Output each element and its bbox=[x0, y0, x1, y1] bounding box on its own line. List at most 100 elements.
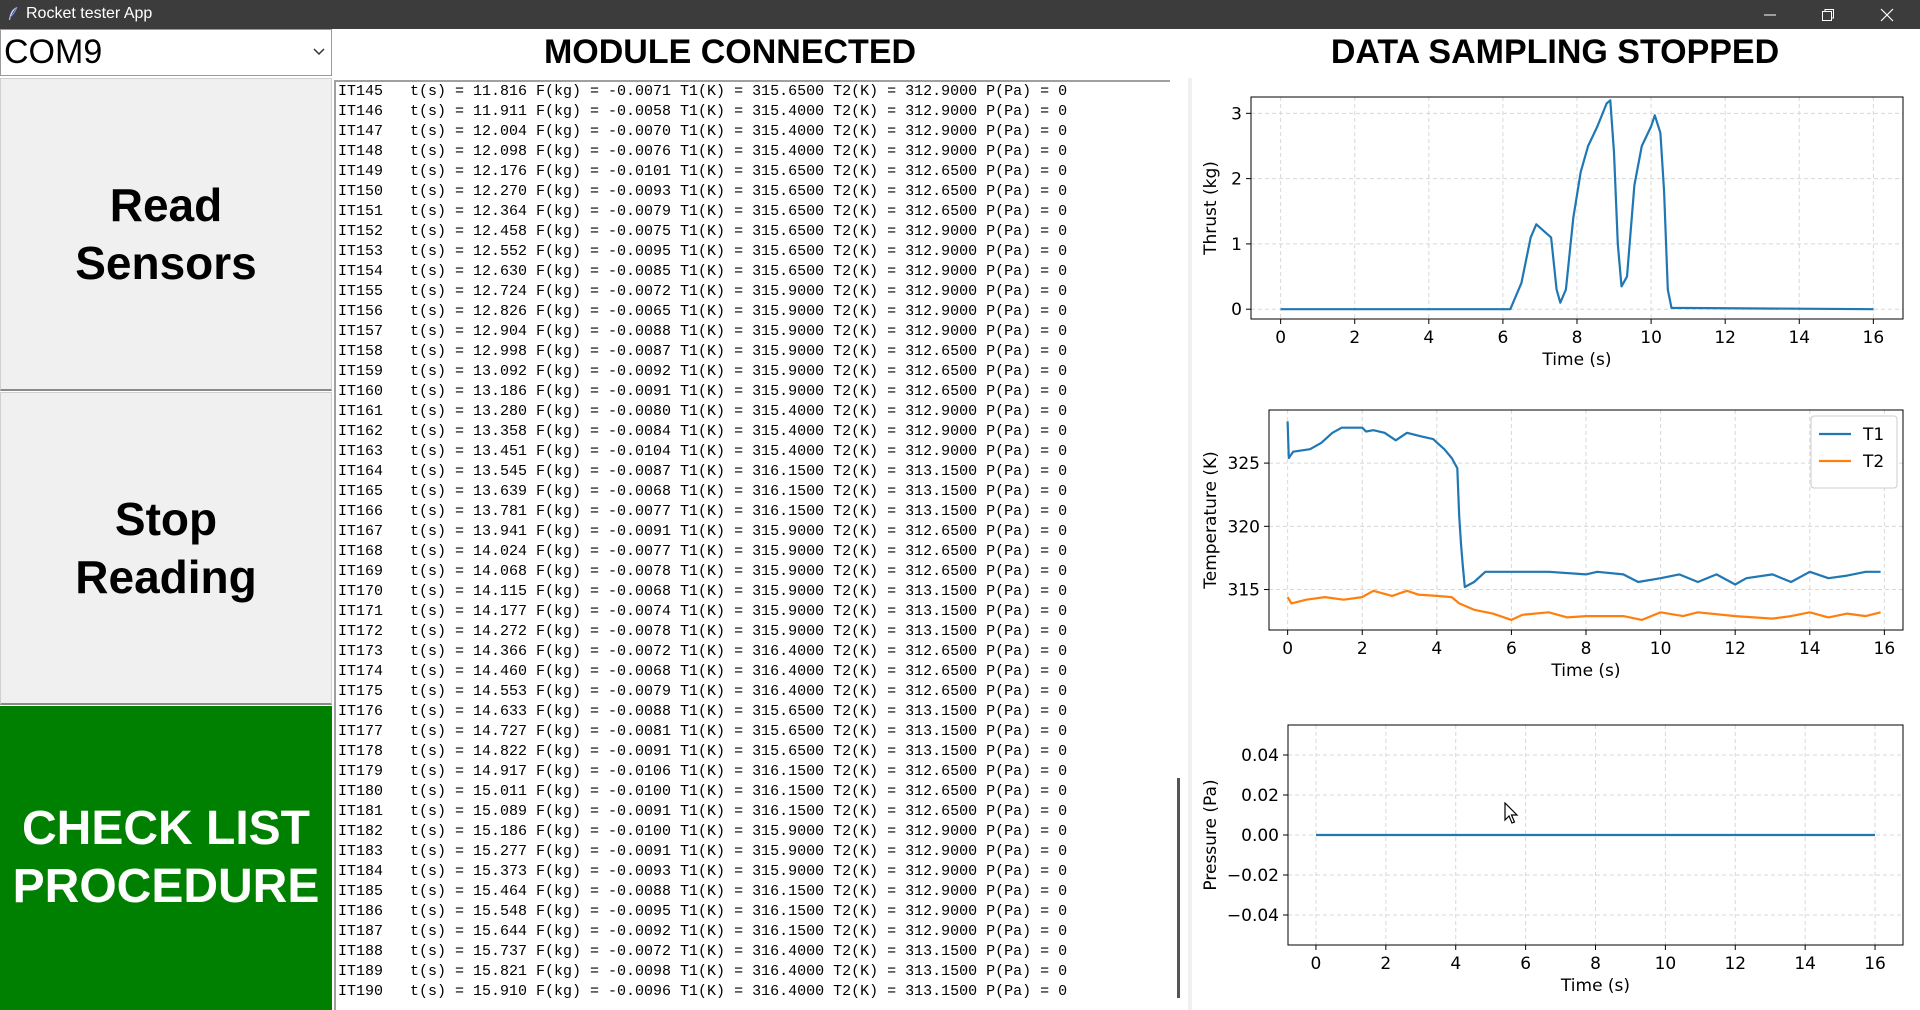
y-tick-label: 0.04 bbox=[1241, 746, 1279, 766]
y-tick-label: 0.02 bbox=[1241, 786, 1279, 806]
log-line: IT154 t(s) = 12.630 F(kg) = -0.0085 T1(K… bbox=[338, 263, 1068, 280]
log-line: IT172 t(s) = 14.272 F(kg) = -0.0078 T1(K… bbox=[338, 623, 1068, 640]
stop-reading-label: Stop Reading bbox=[75, 493, 257, 603]
stop-reading-button[interactable]: Stop Reading bbox=[0, 392, 332, 705]
checklist-procedure-button[interactable]: CHECK LIST PROCEDURE bbox=[0, 706, 332, 1010]
series-line bbox=[1286, 421, 1881, 589]
series-line bbox=[1280, 99, 1874, 311]
log-line: IT174 t(s) = 14.460 F(kg) = -0.0068 T1(K… bbox=[338, 663, 1068, 680]
mouse-cursor-icon bbox=[1504, 802, 1519, 824]
x-tick-label: 16 bbox=[1863, 328, 1885, 348]
x-tick-label: 4 bbox=[1423, 328, 1434, 348]
pressure-chart: 0 2 4 6 8 10 12 14 16 −0.04 −0.02 0.00 0.02 0.04 Time … bbox=[1201, 724, 1904, 996]
x-tick-label: 2 bbox=[1380, 954, 1391, 974]
log-line: IT148 t(s) = 12.098 F(kg) = -0.0076 T1(K… bbox=[338, 143, 1068, 160]
log-line: IT151 t(s) = 12.364 F(kg) = -0.0079 T1(K… bbox=[338, 203, 1068, 220]
window-title: Rocket tester App bbox=[26, 5, 153, 22]
y-tick-label: 0 bbox=[1231, 300, 1242, 320]
x-tick-label: 0 bbox=[1311, 954, 1322, 974]
log-line: IT165 t(s) = 13.639 F(kg) = -0.0068 T1(K… bbox=[338, 483, 1068, 500]
log-line: IT170 t(s) = 14.115 F(kg) = -0.0068 T1(K… bbox=[338, 583, 1068, 600]
read-sensors-label: Read Sensors bbox=[75, 179, 257, 289]
log-line: IT168 t(s) = 14.024 F(kg) = -0.0077 T1(K… bbox=[338, 543, 1068, 560]
close-button[interactable] bbox=[1858, 0, 1916, 29]
log-line: IT149 t(s) = 12.176 F(kg) = -0.0101 T1(K… bbox=[338, 163, 1068, 180]
checklist-procedure-label: CHECK LIST PROCEDURE bbox=[12, 802, 320, 913]
y-tick-label: 320 bbox=[1228, 517, 1260, 537]
read-sensors-button[interactable]: Read Sensors bbox=[0, 78, 332, 391]
x-tick-label: 6 bbox=[1506, 639, 1517, 659]
log-line: IT181 t(s) = 15.089 F(kg) = -0.0091 T1(K… bbox=[338, 803, 1068, 820]
y-axis-label: Pressure (Pa) bbox=[1201, 779, 1221, 890]
x-tick-label: 4 bbox=[1431, 639, 1442, 659]
log-line: IT186 t(s) = 15.548 F(kg) = -0.0095 T1(K… bbox=[338, 903, 1068, 920]
minimize-button[interactable] bbox=[1741, 0, 1799, 29]
log-line: IT182 t(s) = 15.186 F(kg) = -0.0100 T1(K… bbox=[338, 823, 1068, 840]
x-tick-label: 16 bbox=[1864, 954, 1886, 974]
log-line: IT145 t(s) = 11.816 F(kg) = -0.0071 T1(K… bbox=[338, 83, 1068, 100]
restore-icon bbox=[1822, 9, 1834, 21]
log-line: IT187 t(s) = 15.644 F(kg) = -0.0092 T1(K… bbox=[338, 923, 1068, 940]
log-line: IT188 t(s) = 15.737 F(kg) = -0.0072 T1(K… bbox=[338, 943, 1068, 960]
log-line: IT177 t(s) = 14.727 F(kg) = -0.0081 T1(K… bbox=[338, 723, 1068, 740]
log-line: IT176 t(s) = 14.633 F(kg) = -0.0088 T1(K… bbox=[338, 703, 1068, 720]
x-tick-label: 10 bbox=[1650, 639, 1672, 659]
title-bar: Rocket tester App bbox=[0, 0, 1920, 29]
log-line: IT163 t(s) = 13.451 F(kg) = -0.0104 T1(K… bbox=[338, 443, 1068, 460]
x-tick-label: 2 bbox=[1349, 328, 1360, 348]
com-port-value: COM9 bbox=[4, 33, 103, 71]
log-line: IT164 t(s) = 13.545 F(kg) = -0.0087 T1(K… bbox=[338, 463, 1068, 480]
close-icon bbox=[1880, 8, 1894, 22]
minimize-icon bbox=[1764, 14, 1776, 16]
sampling-status: DATA SAMPLING STOPPED bbox=[1330, 33, 1780, 71]
y-axis-label: Temperature (K) bbox=[1201, 451, 1221, 590]
y-tick-label: −0.04 bbox=[1227, 906, 1279, 926]
restore-button[interactable] bbox=[1799, 0, 1857, 29]
y-tick-label: 0.00 bbox=[1241, 826, 1279, 846]
x-tick-label: 12 bbox=[1724, 954, 1746, 974]
log-line: IT153 t(s) = 12.552 F(kg) = -0.0095 T1(K… bbox=[338, 243, 1068, 260]
y-axis-label: Thrust (kg) bbox=[1201, 161, 1221, 256]
com-port-select[interactable]: COM9 bbox=[0, 29, 332, 76]
x-tick-label: 16 bbox=[1874, 639, 1896, 659]
x-tick-label: 14 bbox=[1799, 639, 1821, 659]
panel-divider bbox=[1188, 78, 1192, 1010]
feather-icon bbox=[9, 6, 18, 20]
y-tick-label: 3 bbox=[1231, 104, 1242, 124]
log-line: IT155 t(s) = 12.724 F(kg) = -0.0072 T1(K… bbox=[338, 283, 1068, 300]
log-line: IT183 t(s) = 15.277 F(kg) = -0.0091 T1(K… bbox=[338, 843, 1068, 860]
log-line: IT167 t(s) = 13.941 F(kg) = -0.0091 T1(K… bbox=[338, 523, 1068, 540]
log-line: IT173 t(s) = 14.366 F(kg) = -0.0072 T1(K… bbox=[338, 643, 1068, 660]
log-line: IT162 t(s) = 13.358 F(kg) = -0.0084 T1(K… bbox=[338, 423, 1068, 440]
y-tick-label: 315 bbox=[1228, 581, 1260, 601]
temperature-chart: 0 2 4 6 8 10 12 14 16 315 320 325 Time (s) Temperatur… bbox=[1201, 409, 1904, 681]
log-line: IT184 t(s) = 15.373 F(kg) = -0.0093 T1(K… bbox=[338, 863, 1068, 880]
log-line: IT179 t(s) = 14.917 F(kg) = -0.0106 T1(K… bbox=[338, 763, 1068, 780]
x-tick-label: 10 bbox=[1640, 328, 1662, 348]
log-line: IT147 t(s) = 12.004 F(kg) = -0.0070 T1(K… bbox=[338, 123, 1068, 140]
x-tick-label: 0 bbox=[1275, 328, 1286, 348]
x-tick-label: 0 bbox=[1282, 639, 1293, 659]
x-tick-label: 6 bbox=[1497, 328, 1508, 348]
chevron-down-icon bbox=[313, 48, 325, 56]
charts-panel bbox=[1192, 78, 1920, 1010]
log-line: IT185 t(s) = 15.464 F(kg) = -0.0088 T1(K… bbox=[338, 883, 1068, 900]
x-axis-label: Time (s) bbox=[1541, 350, 1611, 370]
log-line: IT146 t(s) = 11.911 F(kg) = -0.0058 T1(K… bbox=[338, 103, 1068, 120]
log-scrollbar[interactable] bbox=[1177, 778, 1180, 998]
data-log[interactable]: IT145 t(s) = 11.816 F(kg) = -0.0071 T1(K… bbox=[334, 80, 1170, 1010]
legend-label: T1 bbox=[1862, 425, 1884, 445]
x-axis-label: Time (s) bbox=[1560, 976, 1630, 996]
y-tick-label: −0.02 bbox=[1227, 866, 1279, 886]
y-tick-label: 325 bbox=[1228, 454, 1260, 474]
x-tick-label: 2 bbox=[1357, 639, 1368, 659]
log-line: IT189 t(s) = 15.821 F(kg) = -0.0098 T1(K… bbox=[338, 963, 1068, 980]
x-tick-label: 12 bbox=[1724, 639, 1746, 659]
log-line: IT157 t(s) = 12.904 F(kg) = -0.0088 T1(K… bbox=[338, 323, 1068, 340]
x-tick-label: 6 bbox=[1520, 954, 1531, 974]
series-line bbox=[1286, 589, 1881, 621]
log-line: IT175 t(s) = 14.553 F(kg) = -0.0079 T1(K… bbox=[338, 683, 1068, 700]
x-tick-label: 14 bbox=[1794, 954, 1816, 974]
x-tick-label: 4 bbox=[1450, 954, 1461, 974]
